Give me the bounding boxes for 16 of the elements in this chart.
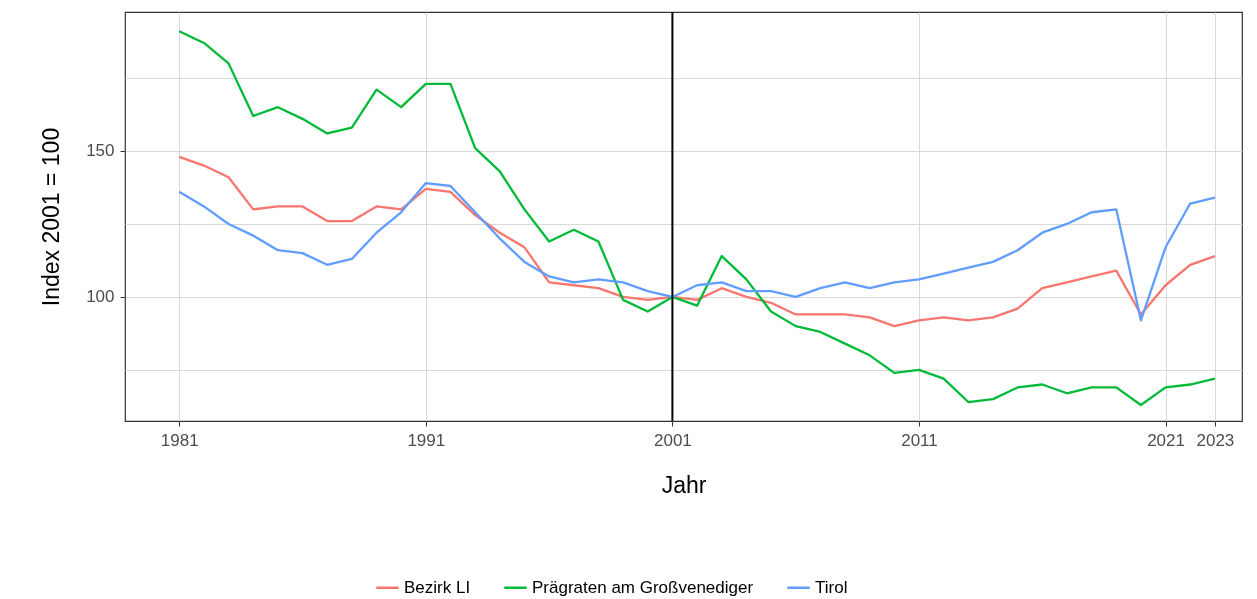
x-tick-label: 2011 xyxy=(901,430,938,450)
y-tick-label: 150 xyxy=(86,141,115,161)
line-series xyxy=(178,181,1217,322)
x-tick-label: 2023 xyxy=(1196,430,1235,450)
x-tick-label: 1981 xyxy=(160,430,199,450)
x-tick-label: 1991 xyxy=(407,430,446,450)
line-series xyxy=(178,155,1217,328)
y-tick-label: 100 xyxy=(86,287,115,307)
x-tick-label: 2001 xyxy=(653,430,692,450)
x-tick-label: 2021 xyxy=(1147,430,1185,450)
line-series xyxy=(178,30,1217,407)
y-axis-title: Index 2001 = 100 xyxy=(38,127,65,307)
x-axis-title: Jahr xyxy=(661,471,707,498)
legend-label: Tirol xyxy=(815,577,848,597)
legend-label: Prägraten am Großvenediger xyxy=(532,577,754,597)
legend-label: Bezirk LI xyxy=(404,577,471,597)
